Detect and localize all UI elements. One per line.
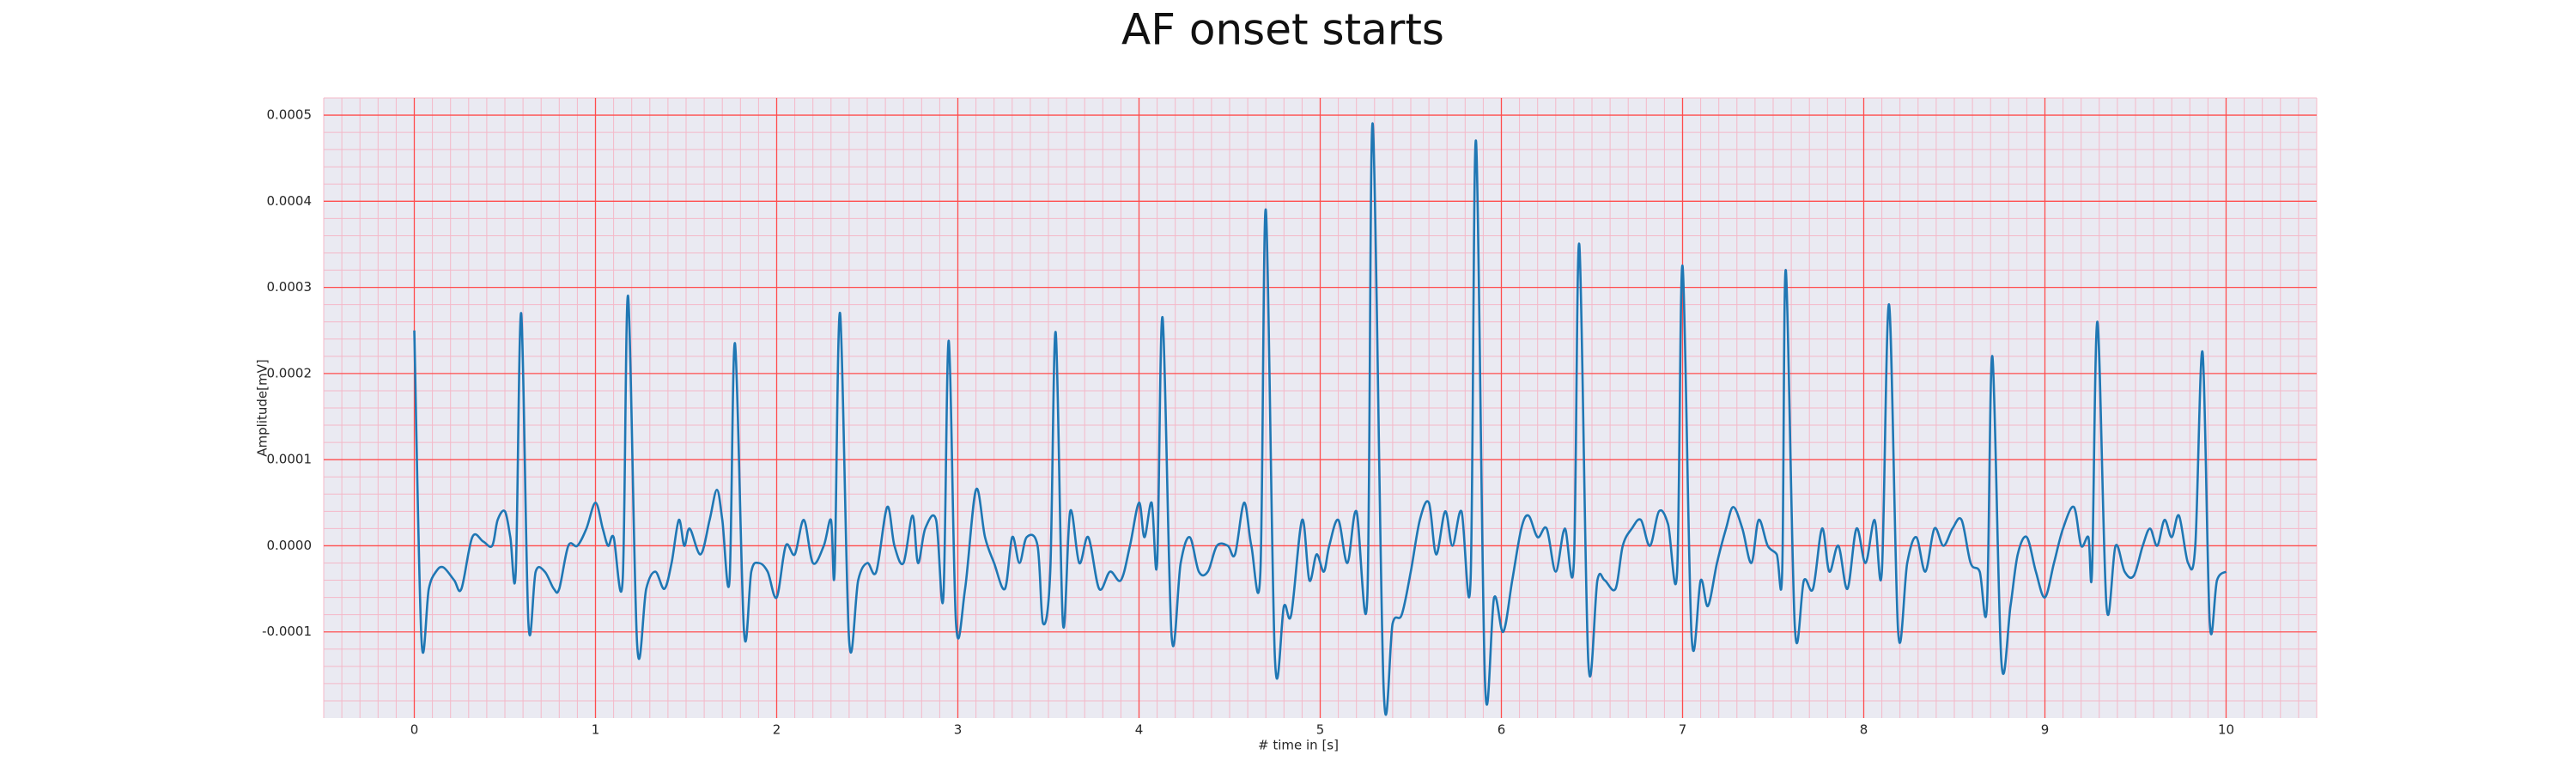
x-tick-label: 4: [1135, 722, 1144, 738]
x-tick-label: 9: [2041, 722, 2050, 738]
x-tick-label: 6: [1498, 722, 1506, 738]
x-tick-label: 0: [410, 722, 419, 738]
y-tick-label: 0.0003: [267, 279, 313, 295]
ecg-line: [413, 122, 2227, 716]
y-axis-label: Amplitude[mV]: [255, 359, 270, 456]
x-axis-label: # time in [s]: [1258, 738, 1339, 753]
y-tick-label: 0.0005: [267, 107, 313, 123]
grid: [323, 97, 2318, 718]
x-tick-label: 5: [1316, 722, 1325, 738]
x-tick-label: 1: [592, 722, 600, 738]
x-tick-label: 10: [2218, 722, 2234, 738]
x-tick-label: 2: [773, 722, 781, 738]
x-tick-label: 3: [954, 722, 963, 738]
x-tick-label: 8: [1860, 722, 1868, 738]
y-tick-label: 0.0002: [267, 365, 313, 380]
y-tick-label: -0.0001: [262, 624, 312, 639]
y-tick-label: 0.0001: [267, 452, 313, 467]
chart-title: AF onset starts: [1121, 5, 1444, 55]
x-tick-label: 7: [1679, 722, 1687, 738]
y-tick-label: 0.0004: [267, 193, 313, 209]
y-tick-label: 0.0000: [267, 538, 313, 553]
